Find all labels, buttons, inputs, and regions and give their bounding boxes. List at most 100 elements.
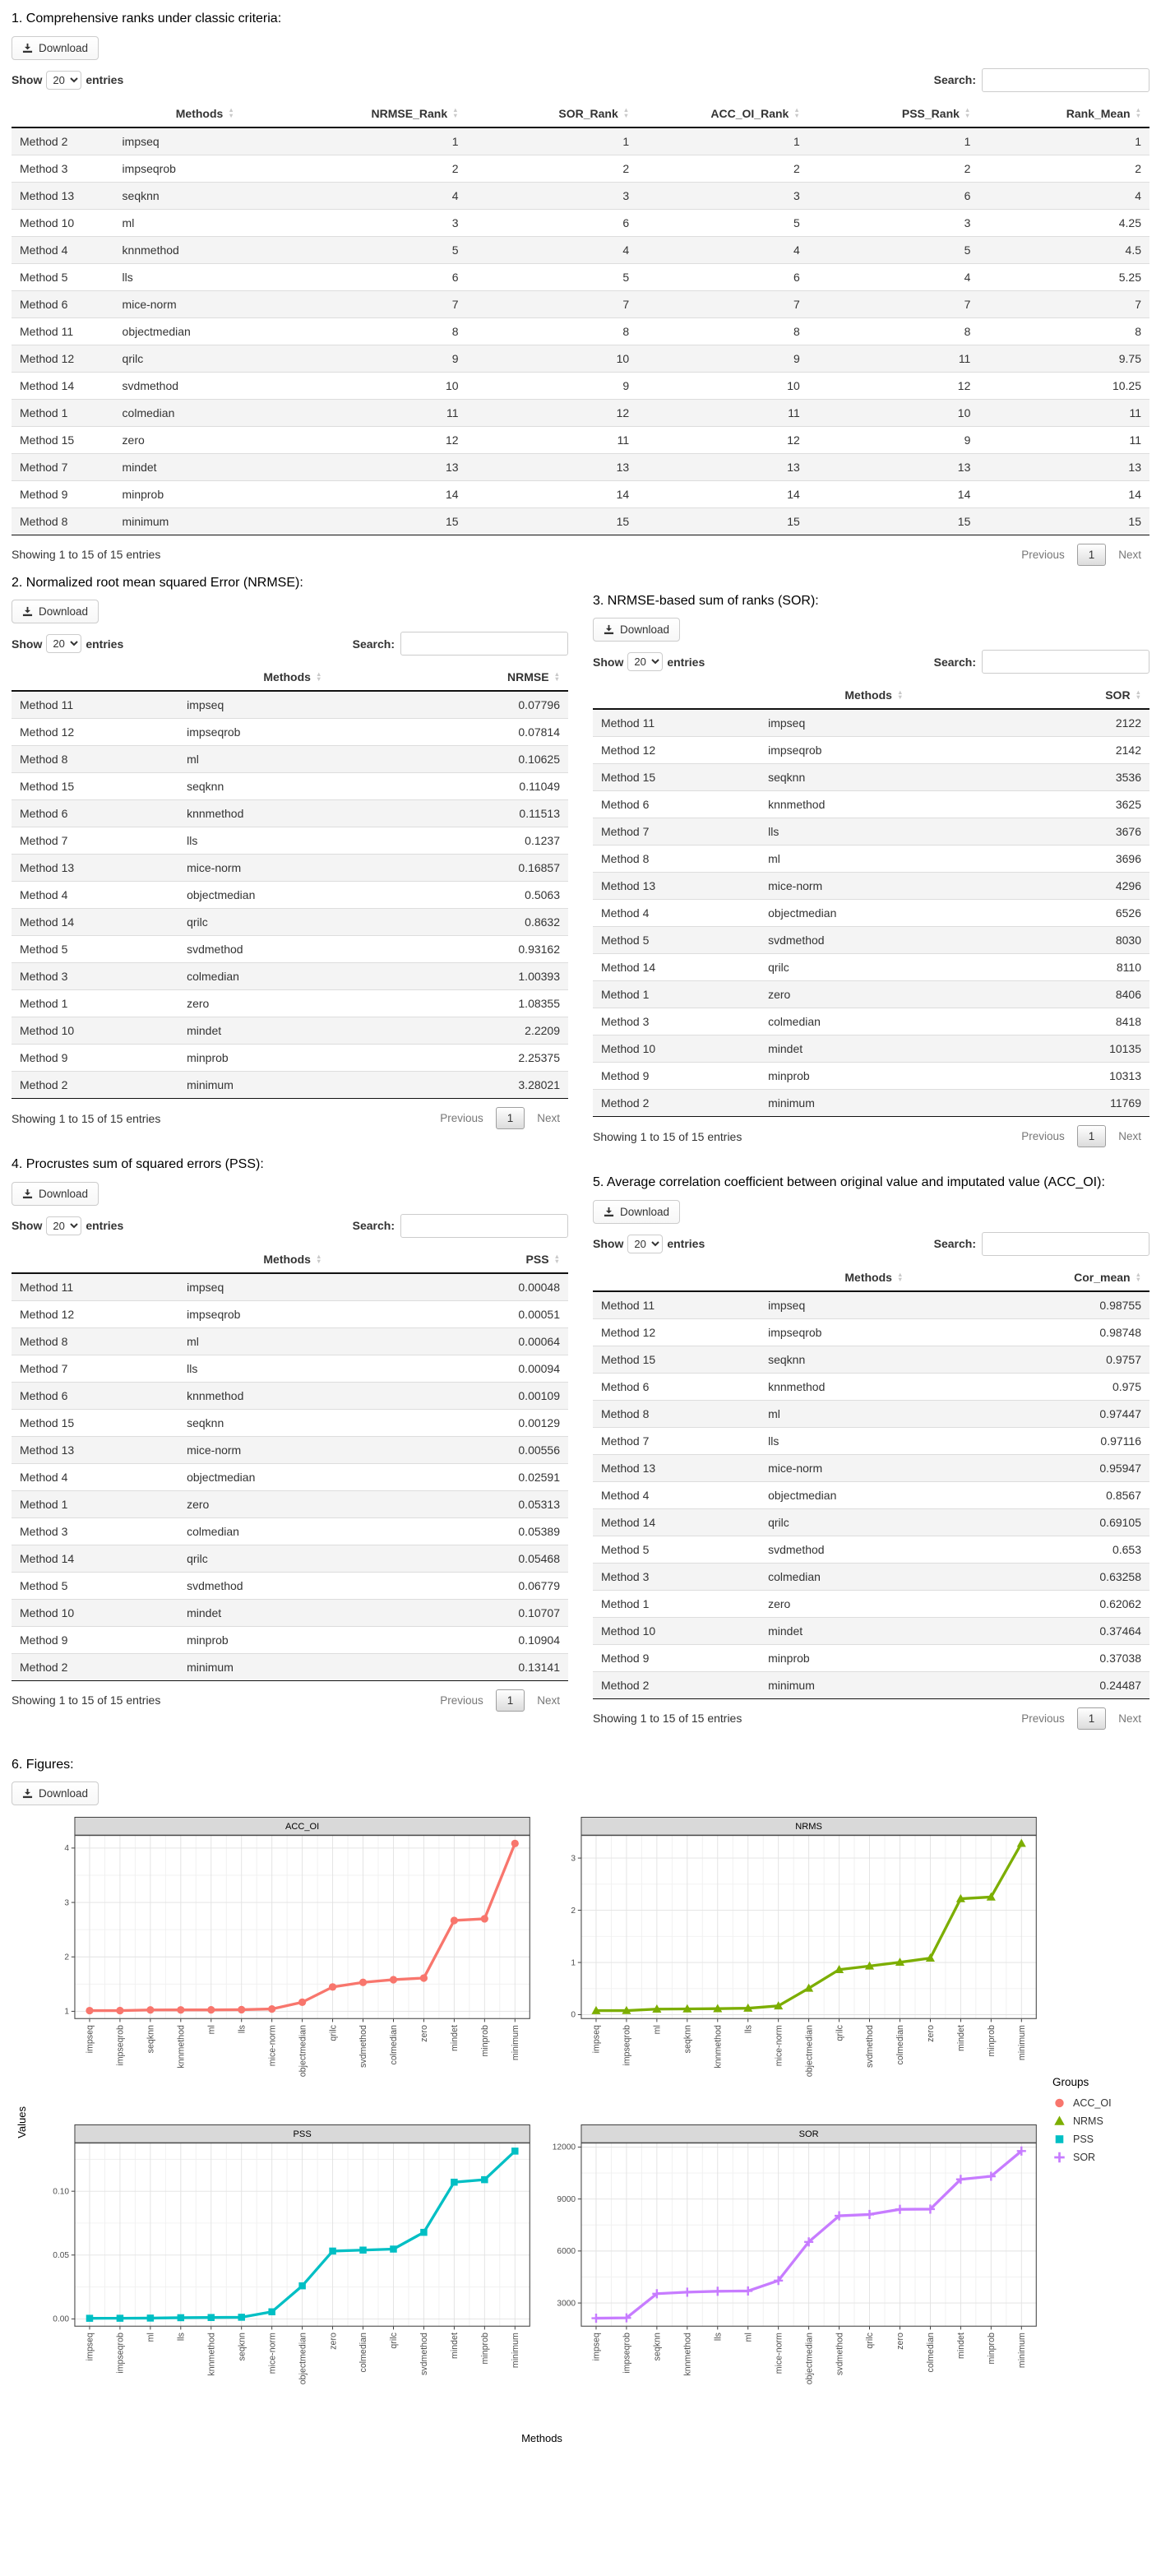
method-cell: mice-norm <box>187 861 242 875</box>
search-label: Search: <box>352 1219 395 1233</box>
value-cell: 3625 <box>1115 798 1141 812</box>
sort-icons: ▲ ▼ <box>553 669 560 683</box>
page-length-select[interactable]: 20 <box>627 1234 664 1253</box>
method-cell: impseqrob <box>187 725 241 739</box>
value-cell: 0.97447 <box>1099 1406 1141 1420</box>
page-length-select[interactable]: 20 <box>46 1216 82 1235</box>
column-header[interactable]: PSS ▲ ▼ <box>406 1245 568 1274</box>
table-row: Method 9 minprob 14 14 14 14 14 <box>12 480 1149 507</box>
previous-page-button[interactable]: Previous <box>1021 548 1065 561</box>
next-page-button[interactable]: Next <box>1118 548 1141 561</box>
section-title: 2. Normalized root mean squared Error (N… <box>12 575 303 590</box>
column-header-label: NRMSE_Rank <box>371 106 448 120</box>
next-page-button[interactable]: Next <box>537 1112 560 1125</box>
method-cell: minprob <box>187 1633 229 1647</box>
column-header[interactable]: NRMSE ▲ ▼ <box>406 664 568 693</box>
svg-text:9000: 9000 <box>557 2195 576 2204</box>
search-input[interactable] <box>400 632 568 656</box>
download-button[interactable]: Download <box>12 35 99 60</box>
search-input[interactable] <box>982 1231 1149 1256</box>
row-label: Method 15 <box>601 1352 656 1366</box>
svg-text:svdmethod: svdmethod <box>419 2333 429 2375</box>
method-cell: minimum <box>122 514 169 528</box>
method-cell: seqknn <box>768 771 806 785</box>
column-header[interactable]: NRMSE_Rank ▲ ▼ <box>295 100 467 128</box>
value-cell: 0.05389 <box>518 1524 560 1538</box>
svg-text:minimum: minimum <box>511 2333 520 2368</box>
method-cell: mindet <box>768 1042 803 1056</box>
page-length-select[interactable]: 20 <box>46 70 82 90</box>
download-button[interactable]: Download <box>12 1781 99 1806</box>
column-header[interactable]: SOR ▲ ▼ <box>988 682 1149 711</box>
column-header-label: NRMSE <box>507 670 549 684</box>
row-label: Method 13 <box>601 1461 656 1475</box>
page-length-select[interactable]: 20 <box>46 634 82 654</box>
chart-sor: SOR 3000 6000 9000 12000 impseq impseqrob seqkn… <box>546 2124 1044 2427</box>
method-cell: minprob <box>768 1069 810 1083</box>
column-header[interactable]: Methods ▲ ▼ <box>178 664 407 693</box>
row-label: Method 5 <box>20 943 68 957</box>
method-cell: impseqrob <box>122 161 176 175</box>
table-search: Search: <box>934 650 1149 674</box>
svg-text:0.05: 0.05 <box>53 2251 69 2260</box>
download-icon <box>604 624 614 635</box>
table-row: Method 11 objectmedian 8 8 8 8 8 <box>12 317 1149 345</box>
previous-page-button[interactable]: Previous <box>440 1693 483 1707</box>
page-length-control: Show 20 entries <box>593 652 705 672</box>
column-header[interactable]: Methods ▲ ▼ <box>760 682 988 711</box>
pagination: Previous 1 Next <box>432 1689 568 1712</box>
svg-text:mice-norm: mice-norm <box>774 2333 784 2374</box>
column-header[interactable]: PSS_Rank ▲ ▼ <box>807 100 979 128</box>
page-length-select[interactable]: 20 <box>627 652 664 672</box>
row-label: Method 10 <box>20 1024 75 1038</box>
svg-text:colmedian: colmedian <box>358 2333 368 2372</box>
column-header[interactable]: Methods ▲ ▼ <box>178 1245 407 1274</box>
download-button[interactable]: Download <box>593 618 681 642</box>
method-cell: ml <box>768 1406 780 1420</box>
value-cell: 3 <box>622 188 630 202</box>
search-input[interactable] <box>982 650 1149 674</box>
row-label: Method 1 <box>20 997 68 1011</box>
download-icon <box>22 1188 33 1199</box>
column-header[interactable]: ACC_OI_Rank ▲ ▼ <box>637 100 808 128</box>
value-cell: 0.8567 <box>1106 1488 1141 1502</box>
column-header[interactable]: Methods ▲ ▼ <box>760 1263 988 1292</box>
row-label: Method 5 <box>20 1578 68 1592</box>
current-page-button[interactable]: 1 <box>495 1689 525 1712</box>
next-page-button[interactable]: Next <box>1118 1130 1141 1143</box>
previous-page-button[interactable]: Previous <box>1021 1712 1065 1725</box>
column-header[interactable]: Cor_mean ▲ ▼ <box>988 1263 1149 1292</box>
download-button[interactable]: Download <box>593 1199 681 1224</box>
download-button[interactable]: Download <box>12 1181 99 1206</box>
current-page-button[interactable]: 1 <box>1076 1125 1107 1148</box>
current-page-button[interactable]: 1 <box>1076 543 1107 566</box>
row-label: Method 7 <box>20 460 68 474</box>
next-page-button[interactable]: Next <box>1118 1712 1141 1725</box>
previous-page-button[interactable]: Previous <box>440 1112 483 1125</box>
value-cell: 1 <box>451 134 459 148</box>
value-cell: 0.98755 <box>1099 1298 1141 1312</box>
column-header[interactable]: Methods ▲ ▼ <box>113 100 296 128</box>
download-button[interactable]: Download <box>12 600 99 624</box>
value-cell: 6 <box>451 270 459 284</box>
svg-text:colmedian: colmedian <box>389 2025 399 2064</box>
search-input[interactable] <box>982 67 1149 92</box>
column-header[interactable]: Rank_Mean ▲ ▼ <box>978 100 1149 128</box>
method-cell: impseqrob <box>768 744 822 758</box>
search-input[interactable] <box>400 1213 568 1238</box>
method-cell: impseq <box>122 134 160 148</box>
svg-text:mice-norm: mice-norm <box>267 2333 277 2374</box>
column-header[interactable]: SOR_Rank ▲ ▼ <box>466 100 638 128</box>
column-header-label: Rank_Mean <box>1066 106 1131 120</box>
value-cell: 4 <box>964 270 971 284</box>
current-page-button[interactable]: 1 <box>495 1107 525 1130</box>
value-cell: 8 <box>622 324 630 338</box>
legend-plus-icon <box>1054 2152 1065 2163</box>
column-header <box>12 1245 179 1274</box>
previous-page-button[interactable]: Previous <box>1021 1130 1065 1143</box>
svg-text:seqknn: seqknn <box>653 2333 663 2361</box>
table-row: Method 14 svdmethod 10 9 10 12 10.25 <box>12 372 1149 399</box>
next-page-button[interactable]: Next <box>537 1693 560 1707</box>
current-page-button[interactable]: 1 <box>1076 1707 1107 1730</box>
svg-text:lls: lls <box>743 2025 753 2033</box>
